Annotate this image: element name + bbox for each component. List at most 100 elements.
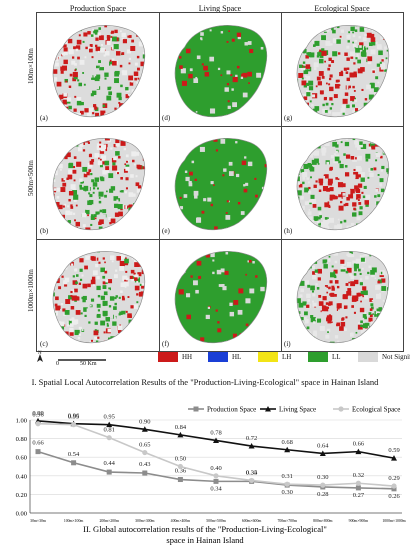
scale-bar: N 0 50 Km: [36, 351, 146, 370]
data-point: [177, 431, 184, 438]
data-label: 0.72: [246, 435, 257, 442]
data-label: 0.66: [353, 441, 365, 448]
data-point: [213, 478, 219, 484]
legend-label: Production Space: [207, 406, 256, 414]
column-title-production: Production Space: [69, 4, 127, 13]
data-label: 0.95: [104, 414, 115, 421]
x-tick-label: 500m×500m: [206, 519, 225, 523]
x-tick-label: 30m×30m: [30, 519, 46, 523]
panel-label-c: (c): [40, 340, 48, 348]
data-label: 0.44: [104, 460, 116, 467]
data-label: 0.28: [317, 491, 328, 498]
x-tick-label: 900m×900m: [349, 519, 368, 523]
data-label: 0.34: [210, 485, 222, 492]
data-point: [106, 421, 113, 428]
data-point: [284, 446, 291, 453]
data-label: 0.96: [32, 412, 44, 419]
data-label: 0.40: [210, 465, 221, 472]
data-label: 0.95: [68, 414, 79, 421]
scale-label: 50 Km: [80, 361, 97, 367]
data-point: [355, 485, 361, 491]
data-label: 0.65: [139, 442, 150, 449]
y-tick-label: 0.40: [16, 473, 27, 480]
y-tick-label: 0.80: [16, 436, 27, 443]
data-label: 0.50: [175, 456, 186, 463]
y-tick-label: 0.00: [16, 511, 27, 518]
data-point: [391, 455, 397, 461]
x-tick-label: 200m×200m: [99, 519, 118, 523]
data-point: [71, 422, 77, 428]
data-point: [355, 480, 361, 486]
data-label: 0.32: [353, 472, 364, 479]
global-autocorrelation-chart: 0.00 0.20 0.40 0.60 0.80 1.00 30m×30m 100m×100m…: [16, 406, 406, 546]
data-point: [213, 437, 219, 443]
island-map-h: [296, 138, 389, 231]
north-label: N: [38, 351, 42, 356]
x-tick-label: 800m×800m: [313, 519, 332, 523]
island-map-e: [174, 138, 267, 231]
x-tick-label: 600m×600m: [242, 519, 261, 523]
data-label: 0.30: [282, 489, 293, 496]
y-tick-label: 0.60: [16, 455, 27, 462]
data-point: [35, 449, 41, 455]
panel-label-g: (g): [284, 114, 293, 122]
x-tick-label: 700m×700m: [277, 519, 296, 523]
data-point: [177, 477, 183, 483]
y-tick-label: 1.00: [16, 418, 27, 425]
x-tick-label: 100m×100m: [64, 519, 83, 523]
data-label: 0.27: [353, 492, 365, 499]
panel-label-h: (h): [284, 227, 293, 235]
column-title-living: Living Space: [198, 4, 242, 13]
legend-label: Ecological Space: [352, 406, 400, 414]
data-label: 0.36: [175, 468, 187, 475]
data-point: [35, 421, 41, 427]
scale-zero: 0: [56, 361, 59, 367]
data-label: 0.59: [388, 447, 399, 454]
data-point: [355, 448, 362, 455]
x-tick-label: 300m×300m: [135, 519, 154, 523]
y-tick-label: 0.20: [16, 492, 27, 499]
legend-marker: [193, 406, 199, 412]
caption-part2-line2: space in Hainan Island: [166, 535, 244, 545]
column-title-ecological: Ecological Space: [314, 4, 370, 13]
data-label: 0.96: [68, 413, 80, 420]
data-point: [177, 463, 183, 470]
data-point: [391, 486, 397, 492]
row-label-100m: 100m×100m: [27, 48, 35, 84]
data-label: 0.99: [32, 410, 43, 417]
data-label: 0.26: [388, 493, 400, 500]
island-map-a: [52, 25, 145, 118]
caption-part1: I. Spatial Local Autocorrelation Results…: [31, 377, 379, 387]
data-label: 0.64: [317, 442, 329, 449]
x-tick-label: 400m×400m: [171, 519, 190, 523]
island-map-i: [296, 251, 389, 344]
data-point: [71, 460, 77, 466]
x-tick-label: 1000m×1000m: [382, 519, 405, 523]
row-label-500m: 500m×500m: [27, 160, 35, 196]
data-label: 0.68: [282, 439, 293, 446]
island-map-c: [52, 251, 145, 344]
data-point: [106, 469, 112, 475]
legend-marker: [338, 406, 344, 412]
panel-label-f: (f): [162, 340, 169, 348]
data-point: [319, 450, 326, 456]
data-label: 0.34: [246, 469, 258, 476]
panel-label-e: (e): [162, 227, 170, 235]
panel-label-d: (d): [162, 114, 171, 122]
data-label: 0.66: [32, 440, 44, 447]
data-point: [141, 426, 148, 432]
data-label: 0.78: [210, 429, 221, 436]
legend-marker: [265, 406, 271, 412]
data-label: 0.84: [175, 424, 187, 431]
data-point: [142, 470, 148, 476]
data-label: 0.35: [246, 469, 257, 476]
data-point: [391, 483, 397, 489]
island-map-b: [52, 138, 145, 231]
data-label: 0.30: [317, 474, 328, 481]
data-point: [249, 477, 255, 484]
data-label: 0.81: [104, 427, 115, 434]
data-label: 0.90: [139, 418, 150, 425]
island-map-g: [296, 25, 389, 118]
data-label: 0.43: [139, 461, 150, 468]
data-point: [142, 449, 148, 456]
